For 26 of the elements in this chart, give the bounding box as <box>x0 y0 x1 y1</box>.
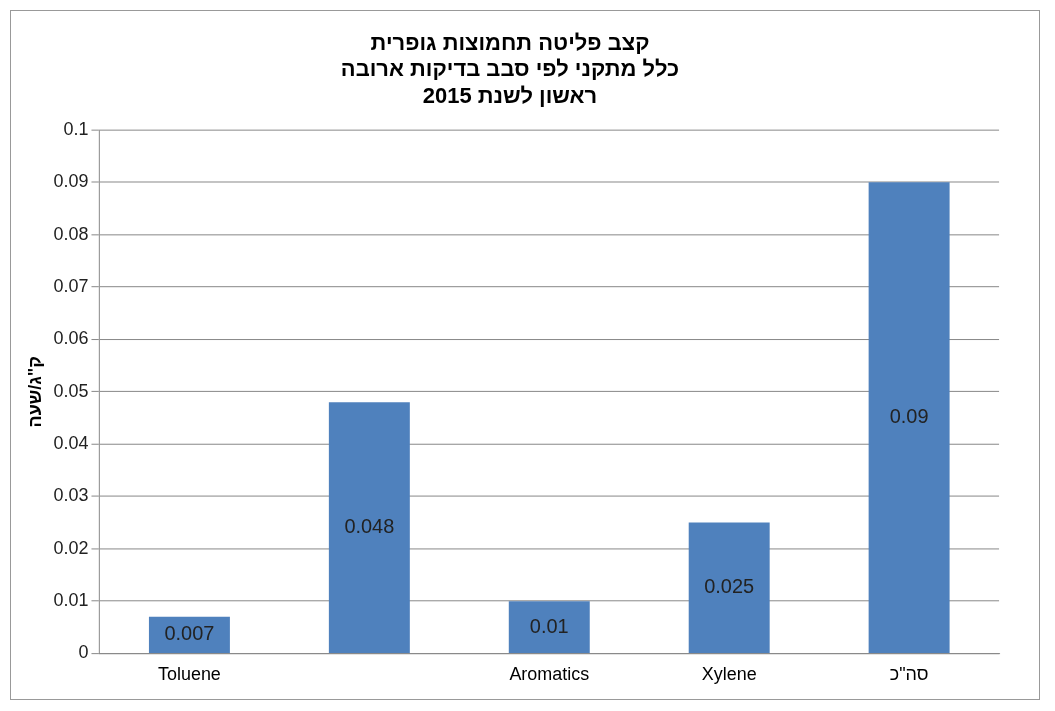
chart-title: קצב פליטה תחמוצות גופרית כלל מתקני לפי סבב בדיקות ארובה ראשון לשנת 2015 <box>340 30 680 108</box>
bar <box>328 402 410 654</box>
bar <box>688 522 770 654</box>
y-tick-label: 0.08 <box>53 223 89 244</box>
y-axis-title: ק"ג/שעה <box>24 355 45 428</box>
y-tick-label: 0.05 <box>53 380 89 401</box>
data-label: 0.09 <box>889 405 929 428</box>
x-tick-label: Toluene <box>157 664 221 685</box>
y-tick-label: 0.03 <box>53 485 89 506</box>
bar <box>868 182 950 654</box>
x-tick-label: Xylene <box>701 664 757 685</box>
x-tick-label: סה"כ <box>889 664 929 685</box>
y-tick-label: 0.09 <box>53 171 89 192</box>
x-tick-label: Aromatics <box>509 664 590 685</box>
y-tick-label: 0.01 <box>53 590 89 611</box>
data-label: 0.048 <box>344 515 395 538</box>
data-label: 0.01 <box>529 614 569 637</box>
y-tick-label: 0.04 <box>53 433 89 454</box>
y-tick-label: 0 <box>78 642 89 663</box>
y-tick-label: 0.06 <box>53 328 89 349</box>
y-tick-label: 0.07 <box>53 275 89 296</box>
bar <box>508 601 590 654</box>
data-label: 0.007 <box>164 622 215 645</box>
y-tick-label: 0.02 <box>53 537 89 558</box>
data-label: 0.025 <box>704 575 755 598</box>
y-tick-label: 0.1 <box>63 118 89 139</box>
